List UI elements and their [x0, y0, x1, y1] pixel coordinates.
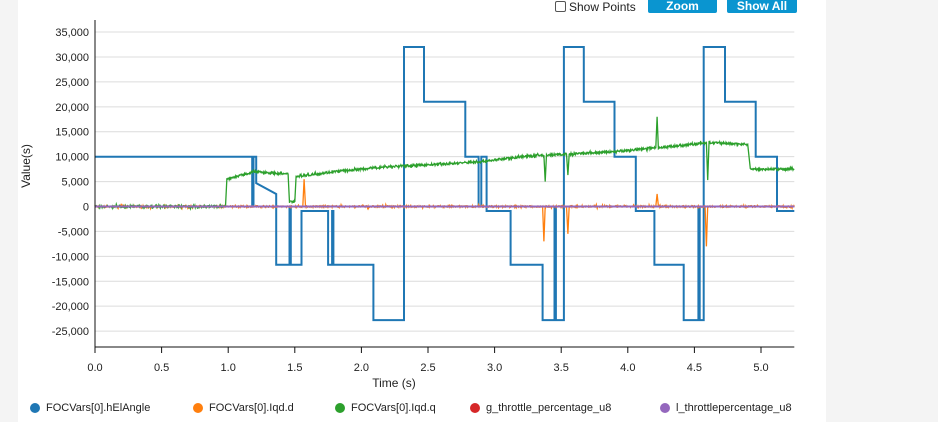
legend-label: g_throttle_percentage_u8	[486, 402, 612, 414]
legend-label: l_throttlepercentage_u8	[676, 402, 792, 414]
zoom-button[interactable]: Zoom	[648, 0, 717, 13]
page-margin-left	[0, 0, 18, 422]
y-tick-label: 30,000	[55, 52, 89, 64]
x-tick-label: 0.5	[154, 362, 169, 374]
legend-label: FOCVars[0].Iqd.d	[209, 402, 294, 414]
legend-item[interactable]: FOCVars[0].hElAngle	[30, 402, 150, 414]
show-points-toggle[interactable]: Show Points	[555, 0, 636, 14]
show-all-button[interactable]: Show All	[727, 0, 797, 13]
x-tick-label: 1.0	[221, 362, 236, 374]
x-axis-label: Time (s)	[372, 376, 416, 390]
y-tick-label: 15,000	[55, 127, 89, 139]
series-line-0	[95, 46, 795, 322]
y-tick-label: 20,000	[55, 102, 89, 114]
y-axis-label: Value(s)	[19, 144, 33, 188]
legend-item[interactable]: FOCVars[0].Iqd.q	[335, 402, 436, 414]
show-points-label: Show Points	[569, 0, 636, 14]
legend-label: FOCVars[0].Iqd.q	[351, 402, 436, 414]
legend-item[interactable]: g_throttle_percentage_u8	[470, 402, 611, 414]
y-tick-label: -5,000	[58, 226, 89, 238]
y-tick-label: -20,000	[52, 301, 89, 313]
legend-marker-icon	[193, 403, 203, 413]
series-line-2	[94, 116, 795, 212]
series-line-1	[94, 179, 795, 247]
x-tick-label: 1.5	[287, 362, 302, 374]
x-tick-label: 0.0	[87, 362, 102, 374]
y-tick-label: 0	[83, 202, 89, 214]
legend-marker-icon	[660, 403, 670, 413]
legend-marker-icon	[30, 403, 40, 413]
y-tick-label: -25,000	[52, 326, 89, 338]
legend-marker-icon	[335, 403, 345, 413]
legend-marker-icon	[470, 403, 480, 413]
x-tick-label: 3.0	[487, 362, 502, 374]
page-margin-right	[826, 0, 938, 422]
y-tick-label: 5,000	[61, 177, 89, 189]
x-tick-label: 4.0	[620, 362, 635, 374]
x-tick-label: 2.5	[420, 362, 435, 374]
legend-label: FOCVars[0].hElAngle	[46, 402, 151, 414]
y-tick-label: 10,000	[55, 152, 89, 164]
y-tick-label: 25,000	[55, 77, 89, 89]
show-points-checkbox[interactable]	[555, 1, 566, 12]
y-tick-label: -10,000	[52, 251, 89, 263]
legend-item[interactable]: l_throttlepercentage_u8	[660, 402, 792, 414]
x-tick-label: 4.5	[687, 362, 702, 374]
x-tick-label: 2.0	[354, 362, 369, 374]
y-tick-label: 35,000	[55, 27, 89, 39]
legend-item[interactable]: FOCVars[0].Iqd.d	[193, 402, 294, 414]
x-tick-label: 3.5	[554, 362, 569, 374]
x-tick-label: 5.0	[753, 362, 768, 374]
y-tick-label: -15,000	[52, 276, 89, 288]
